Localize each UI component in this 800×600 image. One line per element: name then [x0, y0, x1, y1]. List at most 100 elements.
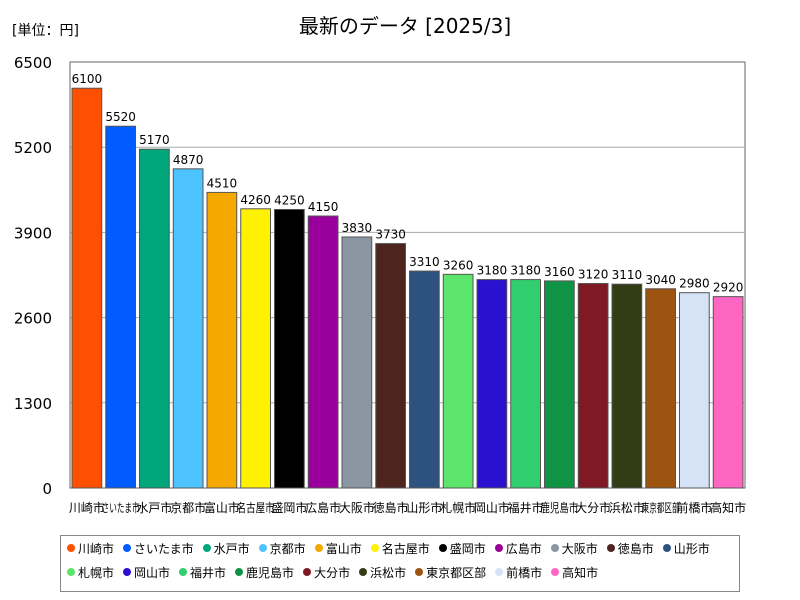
bar: [544, 280, 575, 489]
plot-area: [69, 61, 746, 489]
legend-item: 高知市: [551, 564, 598, 581]
x-tick-label: 前橋市: [676, 500, 712, 515]
bar: [577, 283, 609, 489]
x-tick-label: 札幌市: [440, 500, 476, 515]
data-label: 4250: [274, 193, 305, 207]
bar: [679, 292, 710, 489]
legend-label: 京都市: [269, 541, 306, 556]
legend-item: 盛岡市: [438, 540, 486, 557]
legend-label: 徳島市: [617, 541, 654, 556]
legend-swatch: [123, 544, 132, 552]
bar: [442, 273, 474, 489]
legend-label: 鹿児島市: [246, 565, 295, 580]
legend-swatch: [495, 568, 504, 576]
x-axis-ticks: 川崎市さいたま市水戸市京都市富山市名古屋市盛岡市広島市大阪市徳島市山形市札幌市岡…: [69, 500, 746, 515]
bar: [274, 208, 305, 489]
bar: [712, 296, 744, 489]
bar: [645, 288, 676, 489]
legend-item: 東京都区部: [415, 564, 486, 581]
legend-swatch: [370, 544, 379, 552]
x-tick-label: 大阪市: [339, 500, 375, 515]
legend-item: 札幌市: [67, 564, 114, 581]
bar-chart: [単位：円] 最新のデータ [2025/3] 0 1300 2600 3900 5200…: [12, 14, 746, 515]
data-label: 3310: [409, 255, 440, 269]
data-label: 3730: [375, 228, 406, 242]
legend-label: 大阪市: [561, 541, 598, 556]
legend-swatch: [359, 568, 368, 576]
legend-label: 水戸市: [213, 541, 250, 556]
legend-label: 川崎市: [78, 541, 115, 556]
chart-title: 最新のデータ [2025/3]: [299, 14, 511, 38]
legend-label: 富山市: [325, 541, 362, 556]
x-tick-label: 京都市: [170, 500, 206, 515]
legend-swatch: [235, 568, 244, 576]
data-label: 3830: [342, 221, 373, 235]
x-tick-label: 浜松市: [609, 500, 645, 515]
legend-label: 前橋市: [506, 565, 543, 580]
bars: [71, 87, 744, 489]
legend-label: 盛岡市: [449, 541, 486, 556]
bar: [105, 125, 136, 489]
data-label: 3040: [645, 273, 676, 287]
legend-label: 岡山市: [134, 565, 171, 580]
legend-label: 札幌市: [78, 565, 115, 580]
legend-swatch: [123, 568, 132, 576]
x-tick-label: 徳島市: [373, 500, 409, 515]
x-tick-label: 水戸市: [136, 500, 172, 515]
y-tick-label: 5200: [14, 139, 52, 157]
legend-label: 山形市: [673, 541, 710, 556]
legend-item: 川崎市: [67, 540, 114, 557]
x-tick-label: 広島市: [305, 500, 341, 515]
data-label: 5520: [105, 110, 136, 124]
bar: [611, 283, 643, 489]
y-tick-label: 1300: [14, 395, 52, 413]
x-tick-label: 岡山市: [474, 500, 510, 515]
legend-swatch: [438, 544, 447, 552]
bar: [172, 168, 204, 489]
x-tick-label: 山形市: [406, 500, 442, 515]
legend-label: 名古屋市: [381, 541, 430, 556]
legend-label: さいたま市: [134, 541, 194, 556]
legend-item: 鹿児島市: [235, 564, 294, 581]
y-axis-ticks: 0 1300 2600 3900 5200 6500: [14, 54, 52, 498]
legend-label: 浜松市: [370, 565, 407, 580]
bar: [375, 243, 406, 489]
legend-item: 徳島市: [606, 540, 654, 557]
bar: [71, 87, 103, 489]
y-tick-label: 2600: [14, 310, 52, 328]
legend-item: 名古屋市: [370, 540, 430, 557]
x-tick-label: 盛岡市: [271, 500, 307, 515]
bar: [240, 208, 271, 489]
data-label: 4260: [240, 193, 271, 207]
bar: [139, 148, 170, 489]
data-label: 5170: [139, 133, 170, 147]
legend-row: 札幌市 岡山市 福井市 鹿児島市 大分市 浜松市 東京都区部 前橋市 高知市: [61, 560, 739, 584]
legend-swatch: [202, 544, 211, 552]
legend-swatch: [415, 568, 424, 576]
legend-item: 大分市: [303, 564, 350, 581]
legend-swatch: [258, 544, 267, 552]
x-tick-label: 名古屋市: [237, 500, 275, 515]
legend-swatch: [662, 544, 671, 552]
legend-label: 東京都区部: [426, 565, 487, 580]
data-label: 4510: [207, 176, 238, 190]
bar: [409, 270, 440, 489]
legend-label: 福井市: [190, 565, 227, 580]
data-label: 2980: [679, 277, 710, 291]
legend-item: 前橋市: [495, 564, 542, 581]
legend-swatch: [551, 568, 560, 576]
data-label: 6100: [72, 72, 103, 86]
data-label: 2920: [713, 281, 744, 295]
bar: [206, 191, 238, 489]
legend-swatch: [494, 544, 503, 552]
legend-item: 富山市: [314, 540, 362, 557]
x-tick-label: 大分市: [575, 500, 611, 515]
x-tick-label: 東京都区部: [642, 500, 680, 515]
x-tick-label: 福井市: [508, 500, 544, 515]
data-label: 3110: [612, 268, 643, 282]
legend-item: 浜松市: [359, 564, 406, 581]
x-tick-label: 川崎市: [69, 500, 105, 515]
y-tick-label: 6500: [14, 54, 52, 72]
